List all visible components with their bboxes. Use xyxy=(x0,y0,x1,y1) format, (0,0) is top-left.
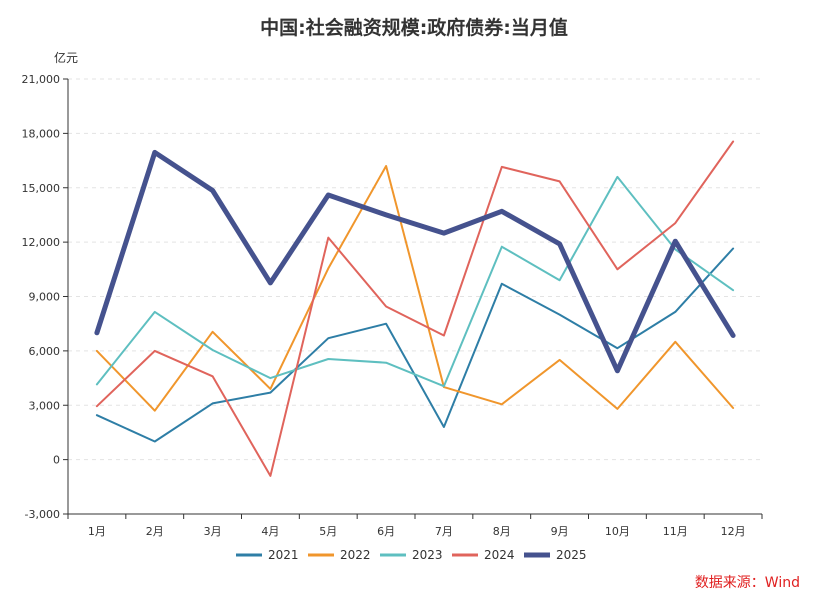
legend-label-2024: 2024 xyxy=(484,548,515,562)
series-line-2022 xyxy=(95,165,735,412)
y-axis-ticks: -3,000 0 3,000 6,000 9,000 12,000 15,000 18,000… xyxy=(22,73,68,521)
chart-title: 中国:社会融资规模:政府债券:当月值 xyxy=(260,16,568,39)
data-source: 数据来源：Wind xyxy=(695,575,800,591)
grid xyxy=(68,78,762,461)
x-tick-label: 3月 xyxy=(204,525,222,538)
legend-label-2021: 2021 xyxy=(268,548,299,562)
x-tick-label: 2月 xyxy=(146,525,164,538)
y-tick-label: 0 xyxy=(53,454,60,467)
x-tick-label: 5月 xyxy=(319,525,337,538)
x-tick-label: 4月 xyxy=(261,525,279,538)
x-tick-label: 7月 xyxy=(435,525,453,538)
y-axis-unit: 亿元 xyxy=(54,50,78,65)
y-tick-label: 6,000 xyxy=(29,345,61,358)
y-tick-label: 12,000 xyxy=(22,236,61,249)
x-axis-ticks: 1月 2月 3月 4月 5月 6月 7月 8月 9月 10月 11月 12月 xyxy=(67,514,763,538)
x-tick-label: 6月 xyxy=(377,525,395,538)
y-tick-label: 3,000 xyxy=(29,399,61,412)
series-lines xyxy=(94,140,736,477)
x-tick-label: 12月 xyxy=(721,525,746,538)
x-tick-label: 9月 xyxy=(551,525,569,538)
x-tick-label: 8月 xyxy=(493,525,511,538)
x-tick-label: 10月 xyxy=(605,525,630,538)
y-tick-label: 18,000 xyxy=(22,127,61,140)
legend: 2021 2022 2023 2024 2025 xyxy=(236,548,587,562)
series-line-2025 xyxy=(94,149,736,374)
legend-label-2023: 2023 xyxy=(412,548,443,562)
series-line-2023 xyxy=(95,175,735,388)
legend-label-2025: 2025 xyxy=(556,548,587,562)
y-tick-label: 21,000 xyxy=(22,73,61,86)
y-tick-label: -3,000 xyxy=(25,508,60,521)
x-tick-label: 1月 xyxy=(88,525,106,538)
y-tick-label: 9,000 xyxy=(29,291,61,304)
series-line-2024 xyxy=(95,140,735,477)
y-tick-label: 15,000 xyxy=(22,182,61,195)
x-tick-label: 11月 xyxy=(663,525,688,538)
legend-label-2022: 2022 xyxy=(340,548,371,562)
